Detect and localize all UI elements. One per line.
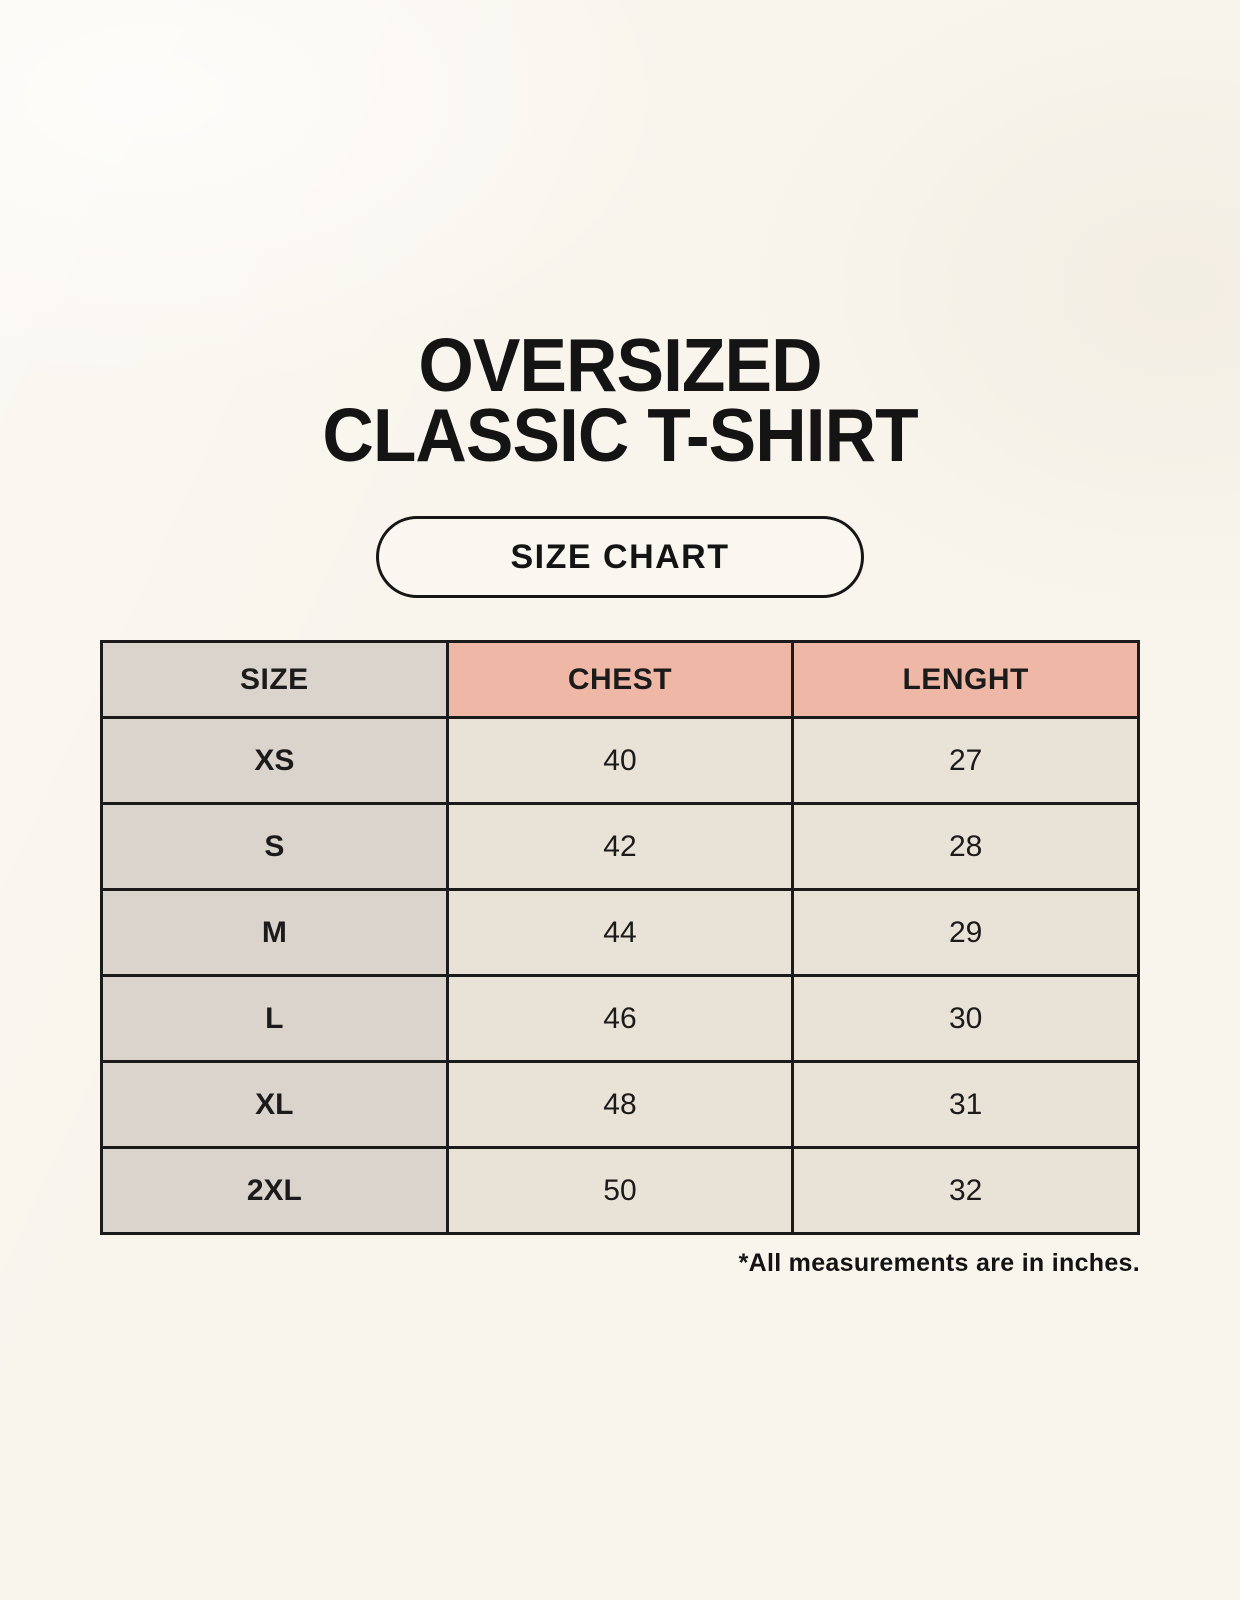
size-label-cell: XL: [100, 1060, 449, 1149]
length-value-cell: 29: [791, 888, 1140, 977]
header-cell-size: SIZE: [100, 640, 449, 719]
chest-value-cell: 50: [445, 1146, 795, 1235]
chest-value-cell: 42: [445, 802, 795, 891]
table-row-xs: XS 40 27: [100, 716, 1140, 805]
product-title-line-1: OVERSIZED: [418, 323, 822, 407]
length-value-cell: 30: [791, 974, 1140, 1063]
header-cell-chest: CHEST: [445, 640, 795, 719]
product-title-line-2: CLASSIC T-SHIRT: [322, 393, 918, 477]
size-chart-badge-label: SIZE CHART: [510, 537, 730, 576]
length-value-cell: 31: [791, 1060, 1140, 1149]
chest-value-cell: 48: [445, 1060, 795, 1149]
table-row-xl: XL 48 31: [100, 1060, 1140, 1149]
size-label-cell: L: [100, 974, 449, 1063]
product-title: OVERSIZED CLASSIC T-SHIRT: [31, 0, 1209, 477]
chest-value-cell: 40: [445, 716, 795, 805]
table-row-m: M 44 29: [100, 888, 1140, 977]
size-table-container: SIZE CHEST LENGHT XS 40 27 S 42 28 M 44 …: [100, 640, 1140, 1235]
size-chart-badge: SIZE CHART: [376, 516, 864, 598]
table-row-2xl: 2XL 50 32: [100, 1146, 1140, 1235]
size-label-cell: 2XL: [100, 1146, 449, 1235]
size-label-cell: XS: [100, 716, 449, 805]
size-label-cell: M: [100, 888, 449, 977]
chest-value-cell: 46: [445, 974, 795, 1063]
size-table: SIZE CHEST LENGHT XS 40 27 S 42 28 M 44 …: [100, 640, 1140, 1235]
chest-value-cell: 44: [445, 888, 795, 977]
table-header-row: SIZE CHEST LENGHT: [100, 640, 1140, 719]
measurements-footnote: *All measurements are in inches.: [738, 1249, 1140, 1277]
table-row-s: S 42 28: [100, 802, 1140, 891]
size-label-cell: S: [100, 802, 449, 891]
length-value-cell: 27: [791, 716, 1140, 805]
table-row-l: L 46 30: [100, 974, 1140, 1063]
header-cell-length: LENGHT: [791, 640, 1140, 719]
length-value-cell: 28: [791, 802, 1140, 891]
length-value-cell: 32: [791, 1146, 1140, 1235]
